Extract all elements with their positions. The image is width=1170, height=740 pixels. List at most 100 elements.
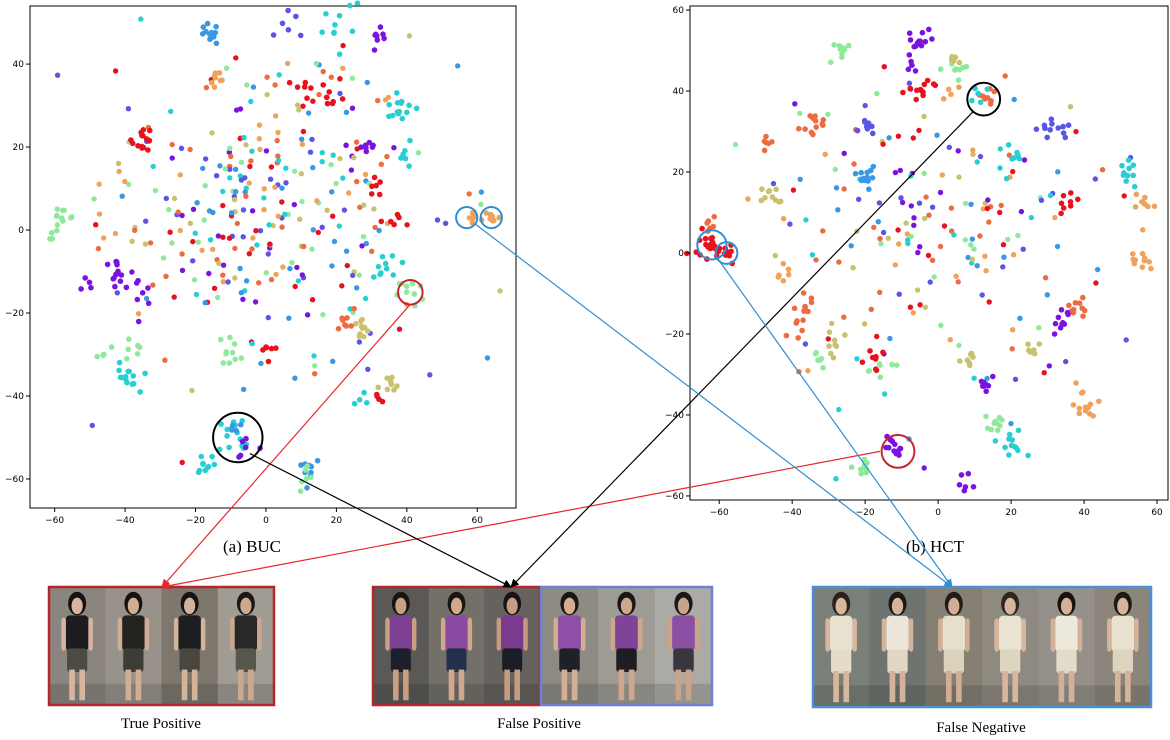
scatter-point [292, 168, 298, 174]
scatter-point [797, 110, 803, 117]
scatter-point [885, 235, 891, 241]
cluster-point [842, 332, 848, 338]
cluster-point [810, 131, 816, 138]
scatter-point [249, 148, 255, 154]
scatter-point [203, 84, 210, 91]
cluster-point [772, 197, 779, 203]
scatter-point [231, 196, 238, 203]
cluster-point [114, 259, 120, 265]
scatter-point [354, 285, 360, 291]
scatter-point [1047, 192, 1054, 199]
cluster-point [984, 86, 991, 92]
person-thumbnail [655, 587, 713, 705]
scatter-point [874, 90, 880, 97]
plot-b-highlight-circles [696, 81, 1002, 469]
scatter-point [150, 163, 156, 170]
scatter-point [802, 341, 809, 347]
cluster-point [308, 474, 314, 481]
scatter-point [169, 155, 175, 161]
cluster-point [60, 218, 66, 224]
cluster-point [1044, 134, 1050, 141]
cluster-point [1003, 175, 1010, 182]
scatter-point [256, 122, 263, 128]
cluster-point [866, 186, 872, 192]
scatter-point [267, 241, 273, 247]
cluster-point [134, 296, 141, 303]
cluster-point [949, 53, 955, 60]
y-tick-label: 40 [673, 87, 685, 97]
scatter-point [267, 176, 274, 182]
scatter-point [971, 375, 977, 381]
cluster-point [243, 435, 249, 442]
scatter-point [167, 229, 173, 235]
cluster-point [236, 454, 242, 460]
person-thumbnail [925, 587, 983, 707]
cluster-point [213, 40, 220, 47]
cluster-point [226, 360, 233, 366]
scatter-point [974, 263, 980, 269]
cluster-point [1139, 264, 1146, 271]
cluster-point [1005, 142, 1012, 148]
scatter-point [143, 295, 150, 302]
scatter-point [1140, 227, 1146, 233]
cluster-point [922, 38, 929, 45]
cluster-point [991, 420, 997, 427]
scatter-point [1052, 214, 1058, 221]
scatter-point [294, 102, 301, 108]
cluster-point [820, 365, 826, 371]
cluster-point [828, 350, 834, 357]
scatter-point [292, 375, 298, 381]
scatter-point [916, 127, 922, 134]
scatter-point [977, 153, 984, 160]
cluster-point [374, 391, 380, 398]
cluster-point [828, 59, 834, 66]
cluster-point [918, 42, 925, 49]
scatter-point [257, 146, 263, 153]
scatter-point [328, 74, 334, 80]
cluster-point [398, 100, 405, 106]
scatter-point [797, 176, 803, 182]
cluster-point [817, 357, 823, 363]
scatter-point [213, 173, 220, 179]
cluster-point [396, 108, 403, 115]
cluster-point [122, 373, 129, 380]
scatter-point [163, 273, 169, 279]
cluster-point [763, 139, 770, 146]
y-tick-label: 20 [673, 168, 685, 178]
scatter-point [202, 156, 209, 162]
plot-a-caption: (a) BUC [223, 537, 281, 556]
cluster-point [913, 96, 919, 103]
cluster-point [140, 127, 147, 133]
scatter-point [921, 170, 927, 177]
cluster-point [337, 76, 343, 82]
scatter-point [836, 406, 842, 413]
cluster-point [1060, 130, 1067, 136]
cluster-point [1130, 162, 1137, 168]
cluster-point [852, 170, 859, 177]
scatter-point [1009, 327, 1016, 333]
scatter-point [337, 90, 343, 97]
scatter-point [825, 111, 831, 118]
scatter-point [279, 185, 285, 191]
scatter-point [1010, 252, 1017, 258]
cluster-point [238, 421, 244, 428]
cluster-point [994, 427, 1001, 434]
cluster-point [812, 113, 818, 119]
cluster-point [145, 147, 151, 153]
cluster-point [146, 137, 153, 144]
scatter-point [442, 220, 449, 226]
cluster-point [210, 34, 217, 40]
scatter-point [299, 272, 305, 278]
cluster-point [308, 469, 314, 476]
scatter-point [194, 200, 200, 206]
scatter-point [211, 285, 218, 291]
person-thumbnail [541, 587, 599, 705]
cluster-point [491, 217, 497, 224]
scatter-point [805, 368, 811, 374]
cluster-point [270, 32, 277, 38]
scatter-point [350, 272, 356, 279]
scatter-point [895, 133, 902, 139]
cluster-point [1068, 190, 1074, 196]
scatter-point [166, 206, 172, 213]
scatter-point [941, 223, 948, 229]
